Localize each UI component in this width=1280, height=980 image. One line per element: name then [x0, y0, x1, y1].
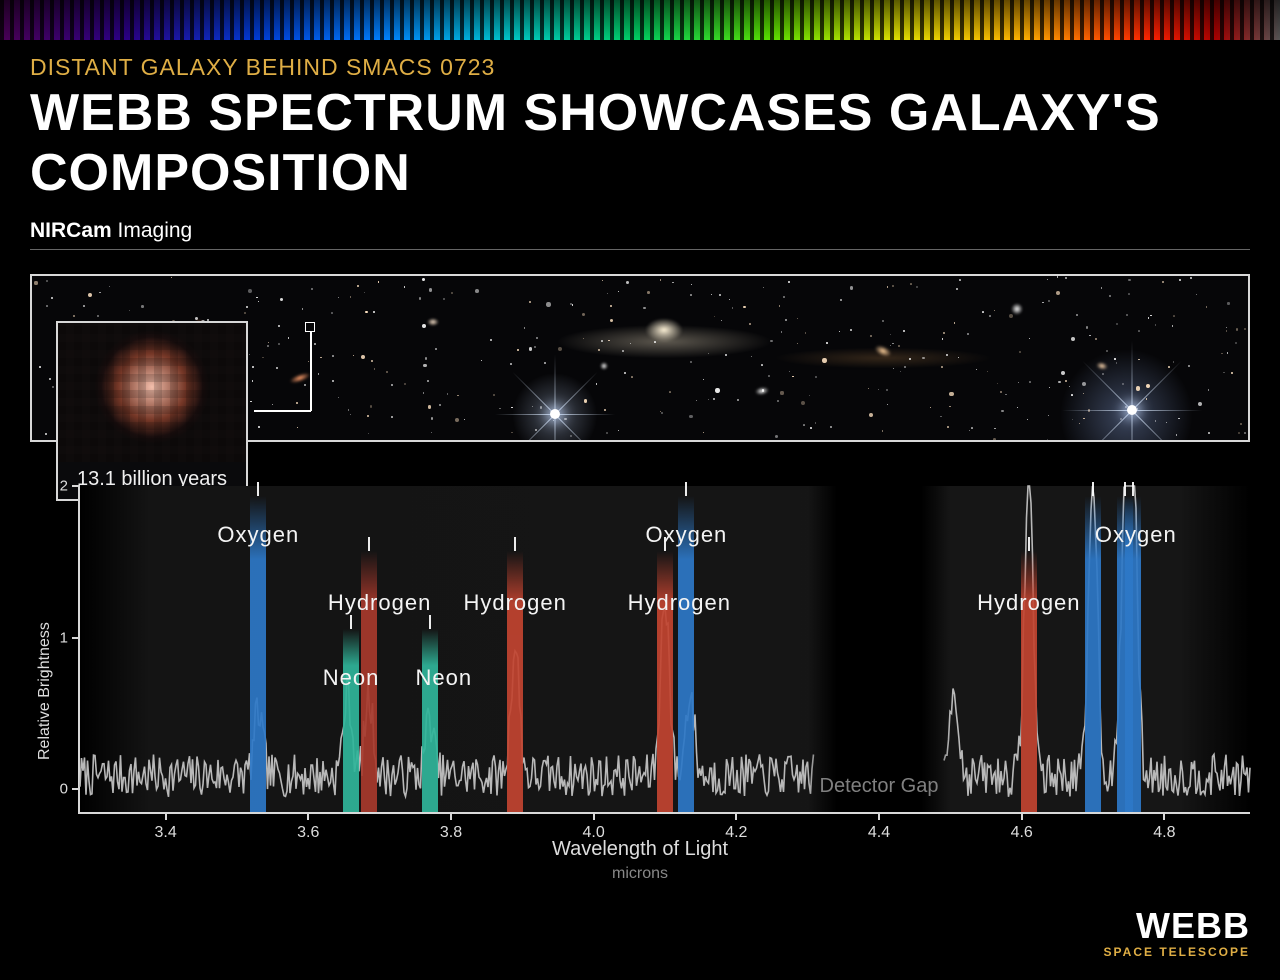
galaxy-field-wrap: 13.1 billion years — [30, 274, 1250, 442]
detector-gap-mask — [808, 486, 951, 812]
emission-label: Oxygen — [217, 522, 299, 548]
emission-band-neon — [343, 629, 359, 812]
target-marker-box — [305, 322, 315, 332]
emission-label: Oxygen — [1095, 522, 1177, 548]
nircam-rest: Imaging — [112, 219, 193, 242]
target-callout-line — [310, 332, 312, 411]
logo-sub: SPACE TELESCOPE — [1104, 946, 1250, 958]
galaxy-inset: 13.1 billion years — [56, 321, 248, 501]
y-tick-label: 2 — [60, 478, 68, 495]
spectrum-colorbar — [0, 0, 1280, 40]
page-title: WEBB SPECTRUM SHOWCASES GALAXY'S COMPOSI… — [30, 83, 1250, 203]
logo-main: WEBB — [1104, 908, 1250, 944]
emission-label: Hydrogen — [328, 590, 431, 616]
x-tick-label: 4.2 — [725, 824, 747, 842]
emission-label: Hydrogen — [463, 590, 566, 616]
x-tick-label: 3.6 — [297, 824, 319, 842]
detector-gap-label: Detector Gap — [820, 775, 939, 798]
emission-band-neon — [422, 629, 438, 812]
x-tick-label: 4.8 — [1153, 824, 1175, 842]
emission-label: Hydrogen — [628, 590, 731, 616]
x-tick-label: 4.6 — [1011, 824, 1033, 842]
x-tick-label: 3.8 — [440, 824, 462, 842]
target-callout-line — [254, 410, 311, 412]
nircam-section-label: NIRCam Imaging — [30, 213, 1250, 250]
y-tick-label: 0 — [60, 781, 68, 798]
emission-label: Neon — [323, 665, 380, 691]
nircam-bold: NIRCam — [30, 219, 112, 242]
y-tick-label: 1 — [60, 629, 68, 646]
x-tick-label: 3.4 — [154, 824, 176, 842]
x-axis-label: Wavelength of Light — [552, 838, 728, 860]
header: DISTANT GALAXY BEHIND SMACS 0723 WEBB SP… — [0, 40, 1280, 213]
y-axis-title: Relative Brightness — [36, 622, 54, 760]
x-axis-title: Wavelength of Light microns — [552, 838, 728, 884]
emission-label: Neon — [416, 665, 473, 691]
galaxy-inset-image — [58, 323, 246, 462]
x-tick-label: 4.4 — [868, 824, 890, 842]
webb-logo: WEBB SPACE TELESCOPE — [1104, 908, 1250, 958]
spectrum-chart: 0123.43.63.84.04.24.44.64.8OxygenHydroge… — [78, 486, 1250, 814]
eyebrow-text: DISTANT GALAXY BEHIND SMACS 0723 — [30, 54, 1250, 81]
emission-label: Oxygen — [645, 522, 727, 548]
emission-label: Hydrogen — [977, 590, 1080, 616]
x-axis-unit: microns — [612, 865, 668, 882]
